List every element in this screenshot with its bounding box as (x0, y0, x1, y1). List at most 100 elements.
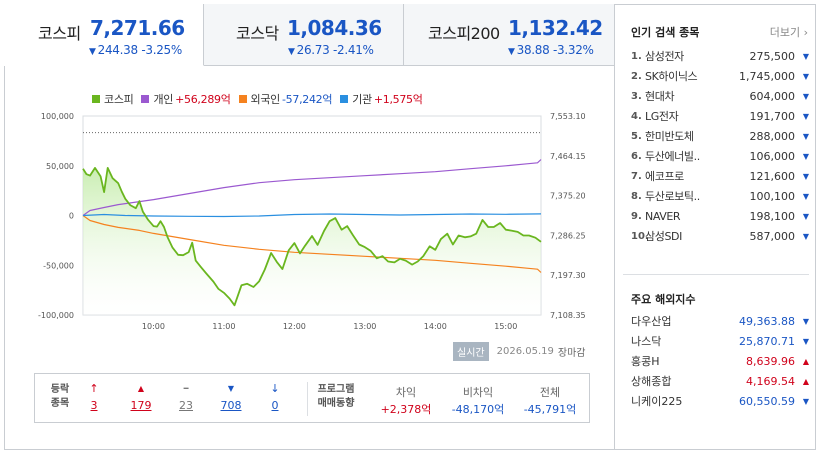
individual-line (82, 159, 542, 216)
program-arbitrage: 차익 +2,378억 (380, 386, 432, 416)
down-triangle-icon: ▼ (802, 71, 809, 81)
tab-kospi-name: 코스피 (38, 24, 81, 43)
stock-name[interactable]: 두산에너빌.. (645, 150, 700, 163)
down-triangle-icon: ▼ (802, 211, 809, 221)
stock-price: 121,600 (749, 169, 796, 183)
stock-price: 275,500 (749, 49, 796, 63)
popular-stock-row[interactable]: 9. NAVER 198,100 ▼ (631, 206, 809, 226)
stock-name[interactable]: 한미반도체 (645, 130, 694, 143)
index-name[interactable]: 나스닥 (631, 335, 662, 348)
stock-price: 191,700 (749, 109, 796, 123)
legend-institution[interactable]: 기관 +1,575억 (340, 91, 423, 107)
down-triangle-icon: ▼ (802, 316, 809, 326)
side-panel: 인기 검색 종목 더보기 › 1. 삼성전자 275,500 ▼ 2. SK하이닉스 1,7… (614, 4, 816, 450)
breadth-rising[interactable]: ▲ 179 (126, 382, 156, 412)
breadth-program-box: 등락 종목 ↑ 3 ▲ 179 ━ 23 ▼ 708 ↓ 0 프로그램 매매동향 차… (34, 373, 590, 423)
more-link[interactable]: 더보기 › (769, 26, 808, 39)
rank: 4. (631, 110, 642, 122)
popular-stock-row[interactable]: 1. 삼성전자 275,500 ▼ (631, 46, 809, 66)
y-tick-label-left: -100,000 (38, 311, 74, 320)
popular-stock-row[interactable]: 6. 두산에너빌.. 106,000 ▼ (631, 146, 809, 166)
index-name[interactable]: 상해종합 (631, 375, 672, 388)
stock-name[interactable]: SK하이닉스 (645, 70, 698, 83)
tab-kospi200[interactable]: 코스피200 1,132.42 ▼ 38.88 -3.32% (404, 4, 614, 66)
down-triangle-icon: ▼ (802, 336, 809, 346)
popular-stock-row[interactable]: 3. 현대차 604,000 ▼ (631, 86, 809, 106)
popular-stock-row[interactable]: 4. LG전자 191,700 ▼ (631, 106, 809, 126)
stock-price: 288,000 (749, 129, 796, 143)
x-tick-label: 11:00 (212, 322, 235, 331)
popular-stock-row[interactable]: 8. 두산로보틱.. 100,100 ▼ (631, 186, 809, 206)
world-index-row[interactable]: 나스닥 25,870.71 ▼ (631, 331, 809, 351)
world-index-list: 다우산업 49,363.88 ▼ 나스닥 25,870.71 ▼ 홍콩H 8,639.96 ▲ 상… (631, 311, 809, 411)
stock-name[interactable]: 두산로보틱.. (645, 190, 700, 203)
legend-foreign[interactable]: 외국인 -57,242억 (238, 91, 333, 107)
breadth-unchanged[interactable]: ━ 23 (171, 382, 201, 412)
divider (307, 382, 308, 416)
down-triangle-icon: ▼ (802, 91, 809, 101)
stock-name[interactable]: LG전자 (645, 110, 679, 123)
index-name[interactable]: 다우산업 (631, 315, 672, 328)
stock-name[interactable]: 삼성SDI (645, 230, 682, 243)
tab-kospi-value: 7,271.66 (90, 16, 185, 40)
rank: 8. (631, 190, 642, 202)
tab-kosdaq-value: 1,084.36 (287, 16, 382, 40)
down-triangle-icon: ▼ (802, 51, 809, 61)
institution-line (82, 213, 542, 218)
legend-kospi[interactable]: 코스피 (92, 91, 134, 107)
tab-kosdaq-change: ▼ 26.73 -2.41% (288, 43, 374, 57)
stock-name[interactable]: 삼성전자 (645, 50, 684, 63)
tab-kosdaq[interactable]: 코스닥 1,084.36 ▼ 26.73 -2.41% (204, 4, 404, 66)
rank: 7. (631, 170, 642, 182)
market-status: 장마감 (557, 348, 586, 359)
down-triangle-icon: ▼ (802, 231, 809, 241)
chart-legend: 코스피 개인 +56,289억 외국인 -57,242억 기관 +1,575억 (92, 91, 423, 107)
legend-individual[interactable]: 개인 +56,289억 (141, 91, 231, 107)
stock-name[interactable]: NAVER (645, 209, 681, 223)
rank: 5. (631, 130, 642, 142)
flat-bar-icon: ━ (183, 384, 189, 393)
down-triangle-icon: ▼ (89, 47, 96, 57)
asof-date: 2026.05.19 (496, 346, 554, 357)
y-tick-label-left: 50,000 (46, 162, 74, 171)
kospi-line (82, 167, 542, 307)
world-index-row[interactable]: 상해종합 4,169.54 ▲ (631, 371, 809, 391)
index-name[interactable]: 홍콩H (631, 355, 660, 368)
rank: 10. (631, 230, 649, 242)
stock-price: 106,000 (749, 149, 796, 163)
popular-stock-row[interactable]: 2. SK하이닉스 1,745,000 ▼ (631, 66, 809, 86)
down-triangle-icon: ▼ (508, 47, 515, 57)
y-tick-label-left: 100,000 (41, 112, 74, 121)
stock-price: 198,100 (749, 209, 796, 223)
world-index-row[interactable]: 홍콩H 8,639.96 ▲ (631, 351, 809, 371)
index-name[interactable]: 니케이225 (631, 395, 683, 408)
intraday-chart[interactable]: 100,000 50,000 0 -50,000 -100,000 7,553.10 7,4… (0, 0, 614, 370)
y-tick-label-right: 7,553.10 (550, 112, 586, 121)
breadth-falling[interactable]: ▼ 708 (216, 382, 246, 412)
y-tick-label-right: 7,197.30 (550, 271, 586, 280)
stock-price: 587,000 (749, 229, 796, 243)
tab-kosdaq-name: 코스닥 (236, 24, 279, 43)
popular-title: 인기 검색 종목 (631, 26, 700, 39)
popular-stock-row[interactable]: 10. 삼성SDI 587,000 ▼ (631, 226, 809, 246)
world-index-row[interactable]: 니케이225 60,550.59 ▼ (631, 391, 809, 411)
breadth-lower-limit[interactable]: ↓ 0 (260, 382, 290, 412)
breadth-upper-limit[interactable]: ↑ 3 (79, 382, 109, 412)
y-tick-label-right: 7,464.15 (550, 152, 586, 161)
stock-name[interactable]: 에코프로 (645, 170, 684, 183)
down-triangle-icon: ▼ (227, 384, 235, 393)
y-tick-label-right: 7,286.25 (550, 231, 586, 240)
popular-stock-row[interactable]: 7. 에코프로 121,600 ▼ (631, 166, 809, 186)
world-index-row[interactable]: 다우산업 49,363.88 ▼ (631, 311, 809, 331)
down-triangle-icon: ▼ (802, 151, 809, 161)
stock-name[interactable]: 현대차 (645, 90, 675, 103)
y-tick-label-left: -50,000 (43, 261, 74, 270)
y-tick-label-right: 7,375.20 (550, 192, 586, 201)
tab-kospi[interactable]: 코스피 7,271.66 ▼ 244.38 -3.25% (4, 4, 204, 66)
index-price: 49,363.88 (739, 314, 795, 328)
index-price: 8,639.96 (746, 354, 795, 368)
popular-stock-row[interactable]: 5. 한미반도체 288,000 ▼ (631, 126, 809, 146)
world-title: 주요 해외지수 (631, 293, 696, 306)
down-triangle-icon: ▼ (802, 131, 809, 141)
realtime-badge[interactable]: 실시간 (453, 342, 489, 361)
